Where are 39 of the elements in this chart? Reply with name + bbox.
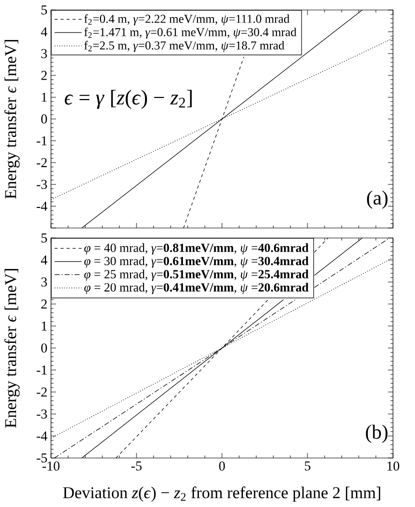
y-tick-label: 2 — [41, 300, 47, 308]
text: ϵ = γ [z(ϵ) − z$_{2}$] — [64, 90, 192, 109]
text: φ = 30 mrad, γ=0.61meV/mm, ψ =30.4mrad — [84, 256, 309, 268]
annotation: (a) — [367, 190, 388, 209]
legend-label: f$_{2}$=1.471 m, γ=0.61 meV/mm, ψ=30.4 mrad — [84, 28, 296, 39]
text: φ = 40 mrad, γ=0.81meV/mm, ψ =40.6mrad — [84, 243, 309, 255]
y-tick-label: -1 — [36, 366, 47, 374]
x-tick-label: -10 — [42, 462, 60, 471]
y-tick-label: 0 — [41, 114, 47, 124]
y-tick-label: -2 — [36, 158, 47, 168]
legend-label: f$_{2}$=0.4 m, γ=2.22 meV/mm, ψ=111.0 mrad — [84, 14, 290, 26]
y-tick-label: 1 — [42, 322, 47, 330]
y-tick-label: 5 — [42, 6, 47, 14]
annotation: (b) — [366, 424, 388, 443]
y-tick-label: 3 — [41, 277, 47, 287]
y-tick-label: -5 — [36, 454, 47, 462]
y-tick-label: 4 — [40, 27, 48, 36]
x-tick-label: 0 — [219, 462, 225, 471]
y-tick-label: -3 — [36, 409, 47, 419]
legend-label: f$_{2}$=2.5 m, γ=0.37 meV/mm, ψ=18.7 mrad — [84, 40, 284, 52]
y-tick-label: 2 — [41, 70, 47, 80]
y-tick-label: 5 — [42, 234, 47, 242]
y-tick-label: -4 — [36, 432, 48, 440]
y-tick-label: 1 — [42, 92, 47, 102]
x-tick-label: 5 — [304, 462, 310, 470]
y-tick-label: -2 — [36, 388, 47, 396]
y-tick-label: -3 — [36, 180, 47, 189]
y-axis-title: Energy transfer ϵ [meV] — [4, 40, 20, 199]
x-tick-label: 10 — [387, 462, 400, 471]
y-tick-label: -4 — [36, 202, 48, 211]
text: φ = 20 mrad, γ=0.41meV/mm, ψ =20.6mrad — [84, 282, 309, 294]
y-tick-label: -1 — [36, 136, 47, 146]
y-axis-title: Energy transfer ϵ [meV] — [4, 269, 20, 428]
y-tick-label: 0 — [41, 343, 47, 353]
y-tick-label: 4 — [40, 256, 48, 264]
x-axis-title: Deviation z(ϵ) − z$_{2}$ from reference plane 2 [mm] — [63, 486, 380, 502]
y-tick-label: 3 — [41, 49, 47, 58]
text: φ = 25 mrad, γ=0.51meV/mm, ψ =25.4mrad — [84, 270, 309, 281]
x-tick-label: -5 — [131, 462, 142, 470]
